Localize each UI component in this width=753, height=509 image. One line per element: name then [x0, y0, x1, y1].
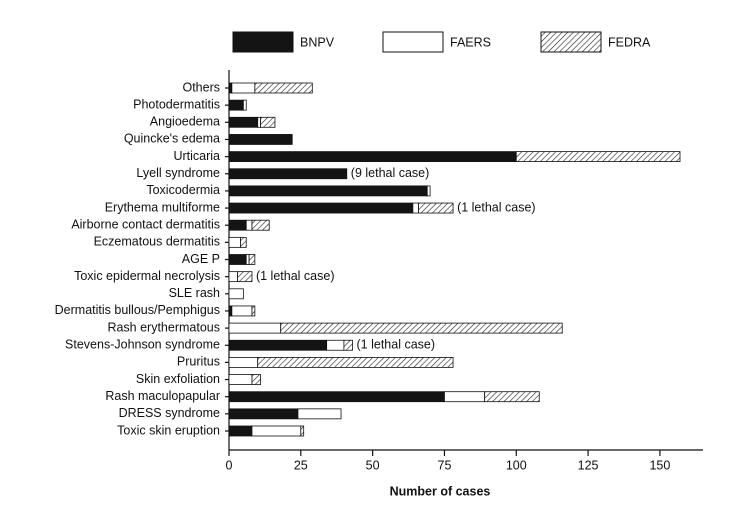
bar-segment — [251, 305, 256, 317]
bar-segment — [444, 391, 486, 403]
y-tick-label: Others — [182, 80, 220, 94]
bar-segment — [245, 254, 250, 265]
bar-segment — [228, 254, 247, 265]
legend-label: BNPV — [300, 35, 335, 49]
bar-segment — [343, 339, 353, 351]
bar-segment — [228, 408, 299, 420]
y-tick-label: Eczematous dermatitis — [94, 235, 220, 249]
bar-segment — [257, 356, 454, 368]
x-tick-label: 50 — [366, 458, 380, 472]
y-tick-label: Toxic skin eruption — [117, 423, 220, 437]
bar-segment — [240, 236, 247, 248]
bar-segment — [254, 82, 313, 94]
bar-segment — [228, 236, 241, 248]
y-tick-label: Lyell syndrome — [136, 166, 220, 180]
bar-segment — [515, 151, 681, 163]
annotation: (1 lethal case) — [256, 269, 335, 283]
x-tick-label: 25 — [294, 458, 308, 472]
x-tick-label: 150 — [649, 458, 670, 472]
bar-segment — [228, 339, 328, 351]
bar-segment — [228, 271, 239, 283]
y-tick-label: Toxicodermia — [146, 183, 220, 197]
bar-segment — [326, 339, 345, 351]
x-axis-title: Number of cases — [390, 484, 491, 498]
annotation: (1 lethal case) — [357, 338, 436, 352]
bar-segment — [228, 425, 253, 437]
y-tick-label: Erythema multiforme — [105, 200, 220, 214]
bar-segment — [412, 202, 420, 214]
bar-segment — [228, 82, 233, 94]
bar-segment — [228, 288, 244, 300]
bar-segment — [228, 356, 259, 368]
bar-segment — [228, 116, 259, 128]
bar-segment — [228, 168, 348, 180]
annotation: (1 lethal case) — [457, 200, 536, 214]
bar-segment — [260, 116, 276, 128]
y-tick-label: Airborne contact dermatitis — [71, 217, 220, 231]
bar-segment — [418, 202, 454, 214]
bar-segment — [426, 185, 431, 197]
y-tick-label: Quincke's edema — [124, 132, 220, 146]
y-tick-label: AGE P — [182, 252, 220, 266]
y-tick-label: Rash maculopapular — [105, 389, 220, 403]
bar-segment — [484, 391, 540, 403]
y-tick-label: Urticaria — [173, 149, 220, 163]
y-tick-label: Pruritus — [177, 355, 220, 369]
bar-segment — [228, 219, 247, 231]
y-tick-label: Toxic epidermal necrolysis — [74, 269, 220, 283]
legend-swatch — [232, 31, 294, 53]
y-tick-label: Photodermatitis — [133, 97, 220, 111]
bar-segment — [231, 305, 253, 317]
bar-segment — [237, 271, 253, 283]
bar-segment — [251, 219, 270, 231]
bar-segment — [248, 254, 256, 265]
legend-swatch — [382, 31, 444, 53]
y-tick-label: SLE rash — [169, 286, 220, 300]
bar-segment — [228, 322, 282, 334]
x-tick-label: 0 — [226, 458, 233, 472]
x-tick-label: 100 — [506, 458, 527, 472]
bar-segment — [280, 322, 563, 334]
bar-segment — [251, 425, 302, 437]
y-tick-label: Stevens-Johnson syndrome — [65, 338, 220, 352]
bar-segment — [228, 151, 517, 163]
bar-segment — [228, 374, 253, 385]
x-tick-label: 125 — [578, 458, 599, 472]
legend-label: FEDRA — [608, 35, 651, 49]
bar-segment — [228, 99, 244, 111]
bar-segment — [242, 99, 247, 111]
y-tick-label: Angioedema — [150, 115, 220, 129]
bar-segment — [228, 305, 233, 317]
bar-segment — [251, 374, 261, 385]
legend-swatch — [540, 31, 602, 53]
y-tick-label: Skin exfoliation — [136, 372, 220, 386]
x-tick-label: 75 — [438, 458, 452, 472]
bar-segment — [300, 425, 305, 437]
legend-label: FAERS — [450, 35, 491, 49]
bar-segment — [228, 202, 414, 214]
annotation: (9 lethal case) — [351, 166, 430, 180]
bar-segment — [231, 82, 256, 94]
bar-segment — [228, 391, 445, 403]
y-tick-label: Dermatitis bullous/Pemphigus — [55, 303, 220, 317]
bar-segment — [228, 134, 293, 145]
y-tick-label: DRESS syndrome — [119, 406, 220, 420]
bar-segment — [297, 408, 342, 420]
bar-segment — [245, 219, 253, 231]
y-tick-label: Rash erythermatous — [107, 320, 220, 334]
bar-segment — [257, 116, 261, 128]
bar-segment — [228, 185, 428, 197]
